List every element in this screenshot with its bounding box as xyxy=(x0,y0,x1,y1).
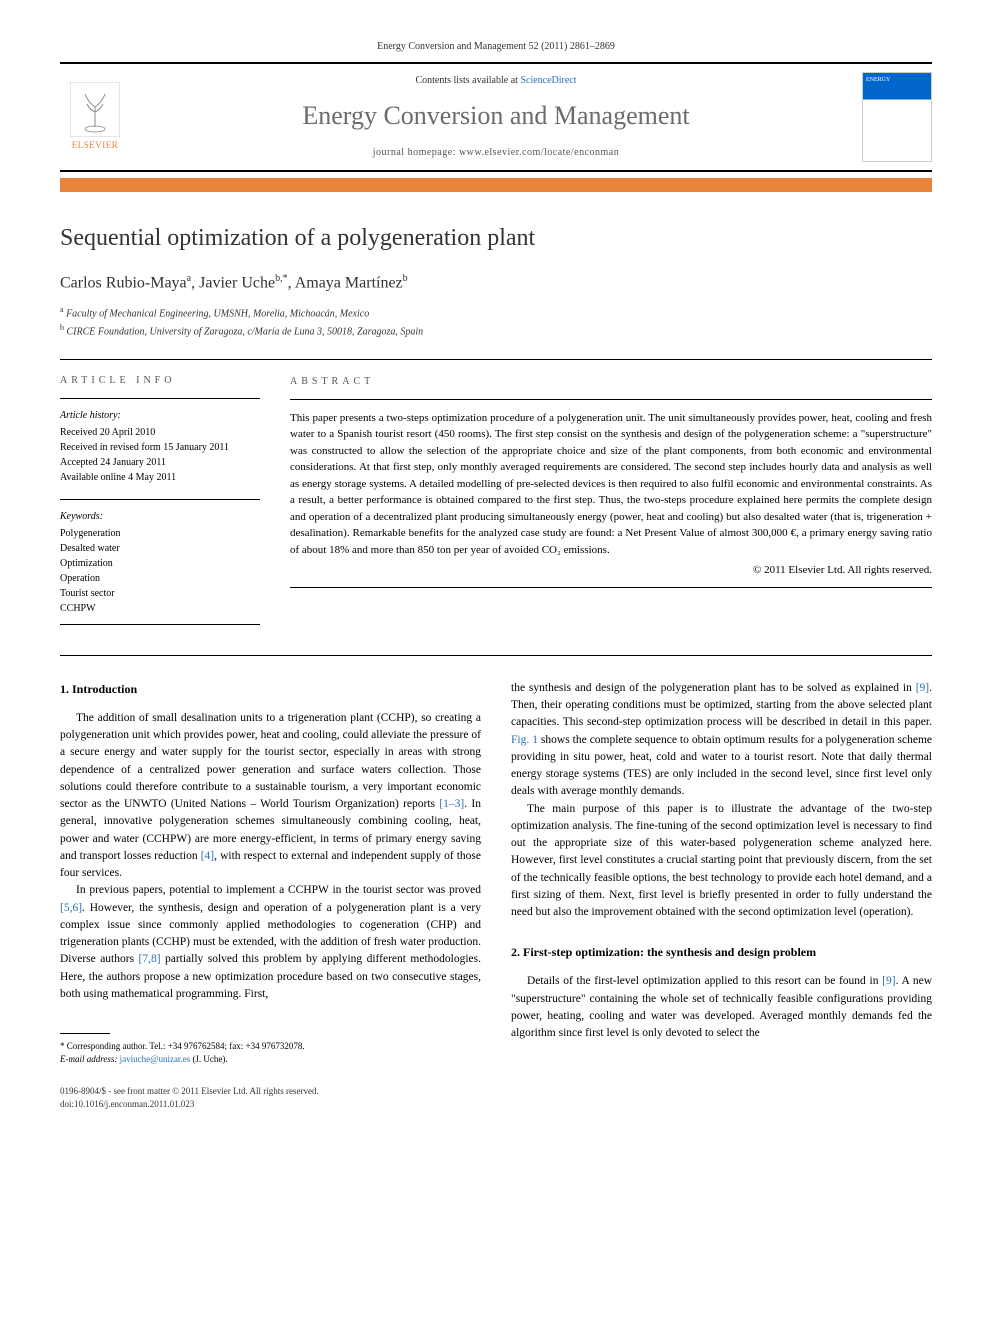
s1-p3-text: the synthesis and design of the polygene… xyxy=(511,682,932,798)
s2-p1-text: Details of the first-level optimization … xyxy=(511,975,932,1039)
history-revised: Received in revised form 15 January 2011 xyxy=(60,440,260,455)
affil-a-sup: a xyxy=(60,305,64,314)
keyword-6: CCHPW xyxy=(60,601,260,616)
right-column: the synthesis and design of the polygene… xyxy=(511,680,932,1065)
abstract-label: ABSTRACT xyxy=(290,374,932,389)
section-1-heading: 1. Introduction xyxy=(60,680,481,698)
s2-para-1: Details of the first-level optimization … xyxy=(511,973,932,1042)
keyword-5: Tourist sector xyxy=(60,586,260,601)
abstract-copyright: © 2011 Elsevier Ltd. All rights reserved… xyxy=(290,562,932,579)
affil-b-text: CIRCE Foundation, University of Zaragoza… xyxy=(67,326,424,337)
left-column: 1. Introduction The addition of small de… xyxy=(60,680,481,1065)
email-label: E-mail address: xyxy=(60,1054,117,1064)
keyword-2: Desalted water xyxy=(60,541,260,556)
s1-para-2: In previous papers, potential to impleme… xyxy=(60,882,481,1003)
history-accepted: Accepted 24 January 2011 xyxy=(60,455,260,470)
article-info-label: ARTICLE INFO xyxy=(60,374,260,388)
keyword-4: Operation xyxy=(60,571,260,586)
affiliations: a Faculty of Mechanical Engineering, UMS… xyxy=(60,304,932,339)
author-3-affil: b xyxy=(403,273,408,284)
article-title: Sequential optimization of a polygenerat… xyxy=(60,222,932,256)
article-info-box: ARTICLE INFO Article history: Received 2… xyxy=(60,374,260,625)
author-1: Carlos Rubio-Maya xyxy=(60,274,187,291)
affiliation-b: b CIRCE Foundation, University of Zarago… xyxy=(60,322,932,339)
affil-a-text: Faculty of Mechanical Engineering, UMSNH… xyxy=(66,309,369,320)
masthead: ELSEVIER Contents lists available at Sci… xyxy=(60,62,932,172)
s1-para-3: the synthesis and design of the polygene… xyxy=(511,680,932,801)
citation-header: Energy Conversion and Management 52 (201… xyxy=(60,40,932,54)
publisher-logo: ELSEVIER xyxy=(60,77,130,157)
author-2-affil: b, xyxy=(275,273,283,284)
sciencedirect-link[interactable]: ScienceDirect xyxy=(520,75,576,86)
corresponding-author-footnote: * Corresponding author. Tel.: +34 976762… xyxy=(60,1040,481,1065)
info-abstract-row: ARTICLE INFO Article history: Received 2… xyxy=(60,359,932,625)
author-2: Javier Uche xyxy=(199,274,275,291)
keywords-label: Keywords: xyxy=(60,499,260,524)
affil-b-sup: b xyxy=(60,323,64,332)
page-footer: 0196-8904/$ - see front matter © 2011 El… xyxy=(60,1085,932,1110)
journal-homepage: journal homepage: www.elsevier.com/locat… xyxy=(142,146,850,160)
keyword-1: Polygeneration xyxy=(60,526,260,541)
body-columns: 1. Introduction The addition of small de… xyxy=(60,655,932,1065)
affiliation-a: a Faculty of Mechanical Engineering, UMS… xyxy=(60,304,932,321)
journal-cover-thumb: ENERGY xyxy=(862,72,932,162)
s1-p1-text: The addition of small desalination units… xyxy=(60,712,481,879)
orange-accent-bar xyxy=(60,178,932,192)
keyword-3: Optimization xyxy=(60,556,260,571)
abstract-text: This paper presents a two-steps optimiza… xyxy=(290,410,932,559)
email-author-paren: (J. Uche). xyxy=(192,1054,227,1064)
issn-line: 0196-8904/$ - see front matter © 2011 El… xyxy=(60,1085,932,1098)
authors-line: Carlos Rubio-Mayaa, Javier Ucheb,*, Amay… xyxy=(60,272,932,295)
s1-para-1: The addition of small desalination units… xyxy=(60,710,481,883)
s1-p4-text: The main purpose of this paper is to ill… xyxy=(511,803,932,919)
doi-line: doi:10.1016/j.enconman.2011.01.023 xyxy=(60,1098,932,1111)
abstract-box: ABSTRACT This paper presents a two-steps… xyxy=(290,374,932,625)
publisher-name: ELSEVIER xyxy=(72,139,119,152)
email-link[interactable]: javiuche@unizar.es xyxy=(120,1054,191,1064)
history-received: Received 20 April 2010 xyxy=(60,425,260,440)
elsevier-tree-icon xyxy=(70,82,120,137)
journal-name: Energy Conversion and Management xyxy=(142,98,850,134)
s1-p2-text: In previous papers, potential to impleme… xyxy=(60,884,481,1000)
author-2-corr: * xyxy=(283,273,288,284)
email-line: E-mail address: javiuche@unizar.es (J. U… xyxy=(60,1053,481,1066)
author-3: Amaya Martínez xyxy=(295,274,403,291)
footnote-separator xyxy=(60,1033,110,1034)
contents-prefix: Contents lists available at xyxy=(415,75,520,86)
s1-para-4: The main purpose of this paper is to ill… xyxy=(511,801,932,922)
history-label: Article history: xyxy=(60,409,260,423)
masthead-center: Contents lists available at ScienceDirec… xyxy=(142,74,850,160)
corr-author-line: * Corresponding author. Tel.: +34 976762… xyxy=(60,1040,481,1053)
cover-title: ENERGY xyxy=(866,77,890,83)
contents-line: Contents lists available at ScienceDirec… xyxy=(142,74,850,88)
history-online: Available online 4 May 2011 xyxy=(60,470,260,485)
section-2-heading: 2. First-step optimization: the synthesi… xyxy=(511,943,932,961)
author-1-affil: a xyxy=(187,273,191,284)
